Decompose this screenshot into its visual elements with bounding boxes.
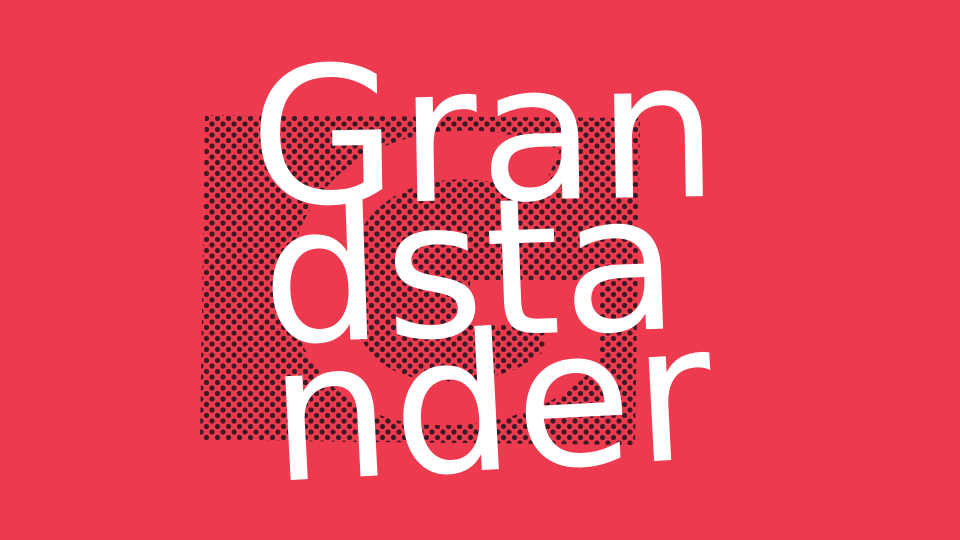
wordmark-line-2: dsta: [258, 152, 684, 387]
wordmark-line-3: nder: [264, 282, 719, 526]
wordmark-line-1: Gran: [248, 20, 722, 249]
